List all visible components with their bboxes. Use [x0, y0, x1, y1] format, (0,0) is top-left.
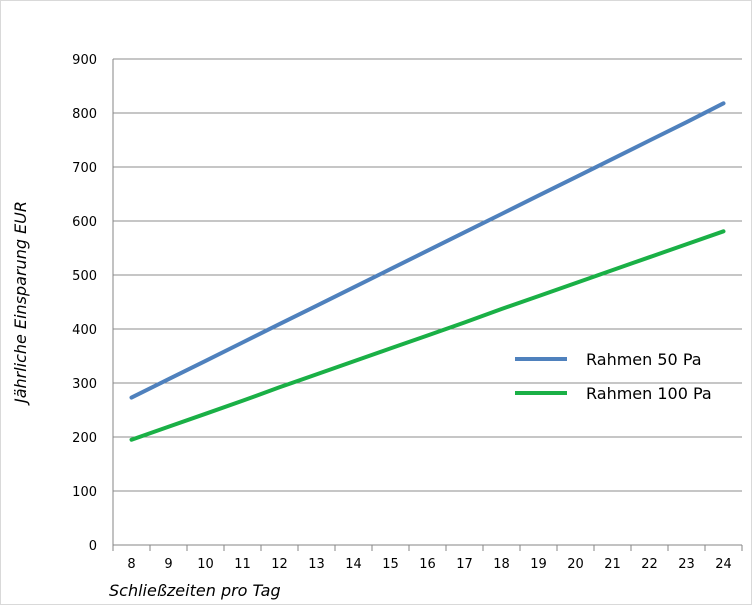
x-tick-labels: 8 9 10 11 12 13 14 15 16 17 18 19 20 21 22 23 24 — [127, 557, 731, 572]
x-tick-label: 12 — [271, 557, 288, 572]
gridlines — [113, 59, 742, 551]
x-tick-label: 18 — [493, 557, 510, 572]
y-tick-label: 500 — [72, 269, 97, 284]
x-tick-label: 19 — [530, 557, 547, 572]
y-axis-title: Jährliche Einsparung EUR — [11, 201, 30, 406]
y-tick-label: 700 — [72, 161, 97, 176]
x-axis-title: Schließzeiten pro Tag — [109, 581, 281, 600]
x-tick-label: 10 — [197, 557, 214, 572]
x-tick-label: 15 — [382, 557, 399, 572]
y-tick-label: 900 — [72, 53, 97, 68]
legend: Rahmen 50 Pa Rahmen 100 Pa — [515, 350, 712, 403]
y-tick-label: 300 — [72, 377, 97, 392]
y-tick-labels: 0 100 200 300 400 500 600 700 800 900 — [72, 53, 97, 554]
y-tick-label: 400 — [72, 323, 97, 338]
y-tick-label: 200 — [72, 431, 97, 446]
y-tick-label: 100 — [72, 485, 97, 500]
x-tick-label: 11 — [234, 557, 251, 572]
series-line-2 — [132, 231, 724, 439]
x-tick-label: 22 — [641, 557, 658, 572]
x-tick-label: 13 — [308, 557, 325, 572]
x-tick-label: 14 — [345, 557, 362, 572]
x-tick-label: 21 — [604, 557, 621, 572]
x-tick-label: 23 — [678, 557, 695, 572]
y-tick-label: 800 — [72, 107, 97, 122]
x-tick-label: 24 — [715, 557, 732, 572]
y-tick-label: 600 — [72, 215, 97, 230]
x-tick-label: 9 — [164, 557, 172, 572]
y-tick-label: 0 — [89, 539, 97, 554]
legend-label: Rahmen 100 Pa — [586, 384, 712, 403]
x-tick-label: 17 — [456, 557, 473, 572]
x-tick-label: 8 — [127, 557, 135, 572]
legend-label: Rahmen 50 Pa — [586, 350, 702, 369]
x-tick-label: 20 — [567, 557, 584, 572]
x-tick-label: 16 — [419, 557, 436, 572]
